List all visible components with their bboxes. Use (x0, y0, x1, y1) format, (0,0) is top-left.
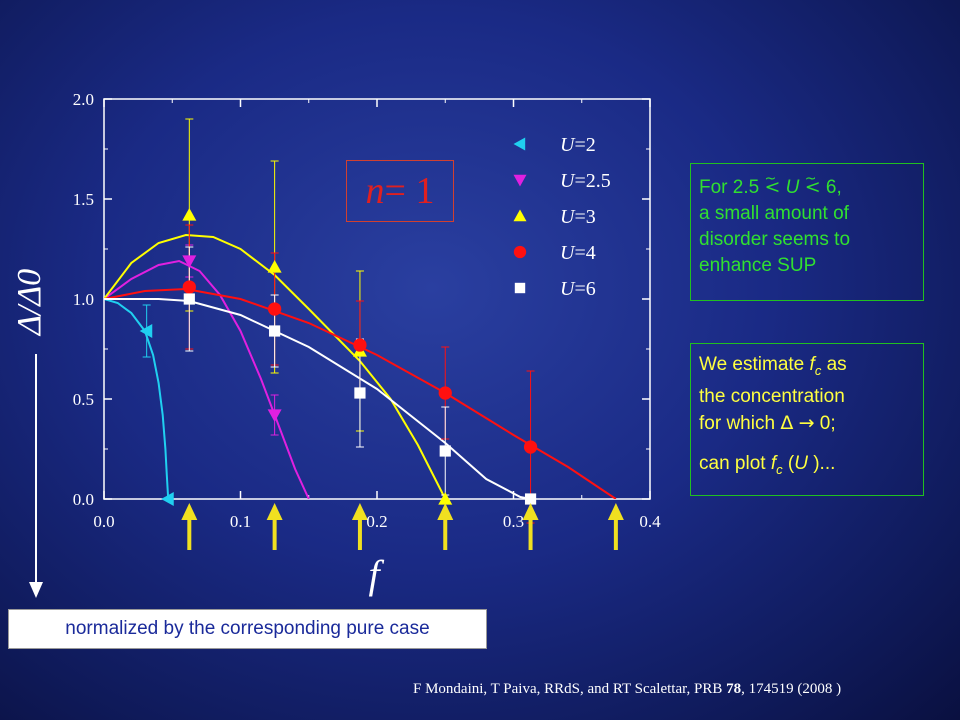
fit-line-series-1 (104, 298, 170, 499)
fit-line-series-4 (104, 287, 617, 499)
data-point (267, 302, 282, 316)
data-point (267, 260, 282, 273)
data-point (161, 492, 174, 506)
data-point (269, 325, 281, 337)
down-arrow-head (29, 582, 43, 598)
fc-arrow-head (181, 503, 198, 520)
fit-line-series-3 (104, 233, 447, 499)
fit-line-series-5 (104, 298, 531, 499)
note-enhance-sup: For 2.5 < ~ U < ~ 6, a small amount of dis… (690, 163, 924, 301)
legend-marker (513, 137, 526, 151)
n-symbol: n (365, 170, 385, 212)
legend-label: U=2 (560, 134, 596, 156)
data-point (182, 208, 197, 221)
data-point (183, 293, 195, 305)
data-point (354, 387, 366, 399)
data-point (353, 338, 367, 352)
note-estimate-fc: We estimate fc as the concentration for … (690, 343, 924, 496)
fc-arrow-head (351, 503, 368, 520)
note2-line1: We estimate fc as (699, 354, 847, 378)
legend-label: U=2.5 (560, 170, 611, 192)
citation: F Mondaini, T Paiva, RRdS, and RT Scalet… (413, 681, 842, 697)
data-point (139, 324, 153, 338)
note1-line1: For 2.5 < ~ U < ~ 6, (699, 171, 842, 198)
x-tick-label: 0.3 (503, 512, 524, 531)
legend-label: U=4 (560, 242, 596, 264)
y-tick-label: 2.0 (73, 90, 94, 109)
data-point (267, 409, 282, 422)
data-point (182, 280, 196, 294)
legend-marker (513, 174, 527, 187)
n-value: = 1 (384, 170, 435, 212)
x-tick-label: 0.4 (639, 512, 661, 531)
note2-line3: for which Δ → 0; (699, 411, 836, 434)
note1-line4: enhance SUP (699, 255, 817, 276)
legend-marker (514, 282, 526, 294)
x-tick-label: 0.1 (230, 512, 251, 531)
lt-sim-symbol-2: < ~ (804, 171, 821, 198)
legend-label: U=6 (560, 278, 596, 300)
n-equals-one-label: n = 1 (346, 160, 454, 222)
fit-line-series-2 (104, 259, 310, 499)
x-axis-label: f (368, 552, 384, 597)
data-point (182, 255, 197, 268)
y-tick-label: 1.5 (73, 190, 94, 209)
note1-line3: disorder seems to (699, 229, 851, 250)
fc-arrow-head (266, 503, 283, 520)
data-point (438, 492, 453, 505)
data-point (523, 440, 538, 454)
x-tick-label: 0.2 (366, 512, 387, 531)
fc-arrow-head (522, 503, 539, 520)
y-tick-label: 0.0 (73, 490, 94, 509)
y-tick-label: 1.0 (73, 290, 94, 309)
note2-line2: the concentration (699, 385, 845, 407)
data-point (438, 386, 452, 400)
legend-label: U=3 (560, 206, 596, 228)
note1-line2: a small amount of (699, 203, 849, 224)
lt-sim-symbol: < ~ (764, 171, 781, 198)
legend-marker (513, 245, 527, 259)
x-tick-label: 0.0 (93, 512, 114, 531)
y-axis-label: Δ/Δ0 (11, 269, 48, 337)
fc-arrow-head (607, 503, 624, 520)
data-point (524, 493, 537, 505)
legend-marker (513, 209, 527, 222)
y-tick-label: 0.5 (73, 390, 94, 409)
data-point (439, 445, 451, 457)
fc-arrow-head (437, 503, 454, 520)
normalization-note: normalized by the corresponding pure cas… (8, 609, 487, 649)
y-axis-label-group: Δ/Δ0 (11, 269, 48, 337)
note2-line4: can plot fc (U )... (699, 452, 836, 477)
